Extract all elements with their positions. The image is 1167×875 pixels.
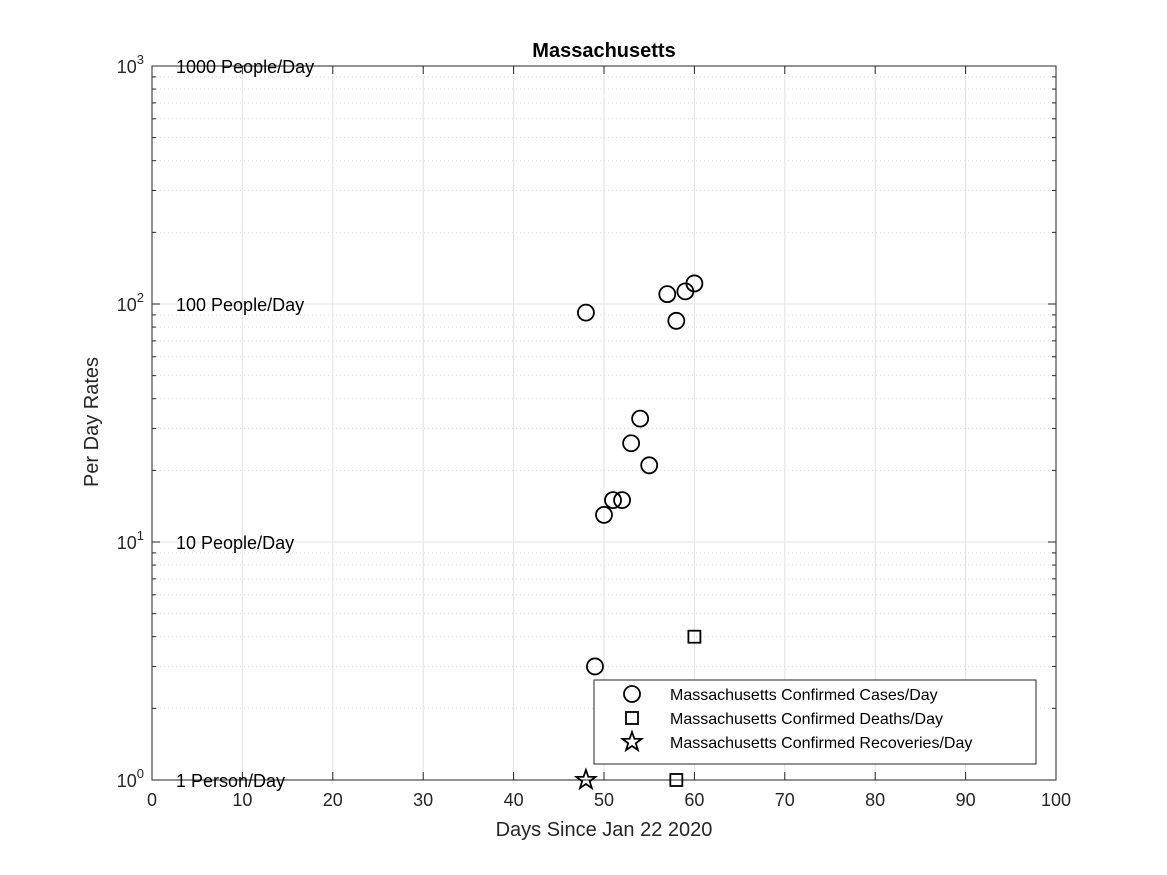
legend-marker — [623, 685, 641, 703]
y-tick-label: 103 — [117, 52, 144, 77]
y-axis-label: Per Day Rates — [81, 357, 103, 487]
cases-point — [658, 285, 677, 304]
cases-point — [613, 491, 631, 509]
legend: Massachusetts Confirmed Cases/Day Massach… — [593, 679, 1037, 765]
cases-point — [667, 311, 686, 330]
x-tick-label: 20 — [323, 790, 343, 810]
recoveries-point — [573, 767, 599, 791]
annotation-label: 100 People/Day — [176, 295, 304, 315]
y-tick-label: 102 — [117, 290, 144, 315]
cases-point — [604, 491, 622, 509]
axes: 0 10 20 30 40 50 60 70 80 90 100 100 101 102 103 — [117, 52, 1071, 810]
y-tick-label: 100 — [117, 766, 144, 791]
legend-marker — [625, 711, 639, 725]
legend-entry: Massachusetts Confirmed Cases/Day — [670, 687, 938, 704]
annotation-label: 1000 People/Day — [176, 57, 314, 77]
chart-title: Massachusetts — [532, 40, 675, 62]
cases-point — [586, 657, 604, 676]
cases-point — [640, 456, 659, 475]
plot-frame — [151, 65, 1057, 781]
legend-marker — [619, 729, 645, 753]
y-tick-label: 101 — [117, 528, 144, 553]
x-tick-label: 30 — [413, 790, 433, 810]
x-tick-label: 90 — [956, 790, 976, 810]
deaths-point — [687, 629, 702, 644]
legend-box — [593, 679, 1037, 765]
x-tick-label: 10 — [232, 790, 252, 810]
cases-point — [577, 303, 595, 322]
annotations: 1000 People/Day 100 People/Day 10 People/D… — [176, 57, 314, 791]
legend-entry: Massachusetts Confirmed Deaths/Day — [670, 711, 943, 728]
x-axis-label: Days Since Jan 22 2020 — [496, 819, 713, 841]
x-tick-label: 0 — [147, 790, 157, 810]
cases-point — [595, 505, 613, 524]
cases-point — [622, 434, 641, 453]
deaths-point — [669, 773, 684, 787]
legend-entry: Massachusetts Confirmed Recoveries/Day — [670, 735, 972, 752]
x-tick-label: 40 — [504, 790, 524, 810]
x-tick-label: 50 — [594, 790, 614, 810]
data-marks — [573, 274, 704, 791]
cases-point — [685, 274, 704, 293]
annotation-label: 10 People/Day — [176, 533, 294, 553]
x-tick-label: 60 — [684, 790, 704, 810]
cases-point — [631, 409, 650, 428]
x-tick-label: 80 — [865, 790, 885, 810]
annotation-label: 1 Person/Day — [176, 771, 285, 791]
x-tick-label: 100 — [1041, 790, 1071, 810]
x-tick-label: 70 — [775, 790, 795, 810]
